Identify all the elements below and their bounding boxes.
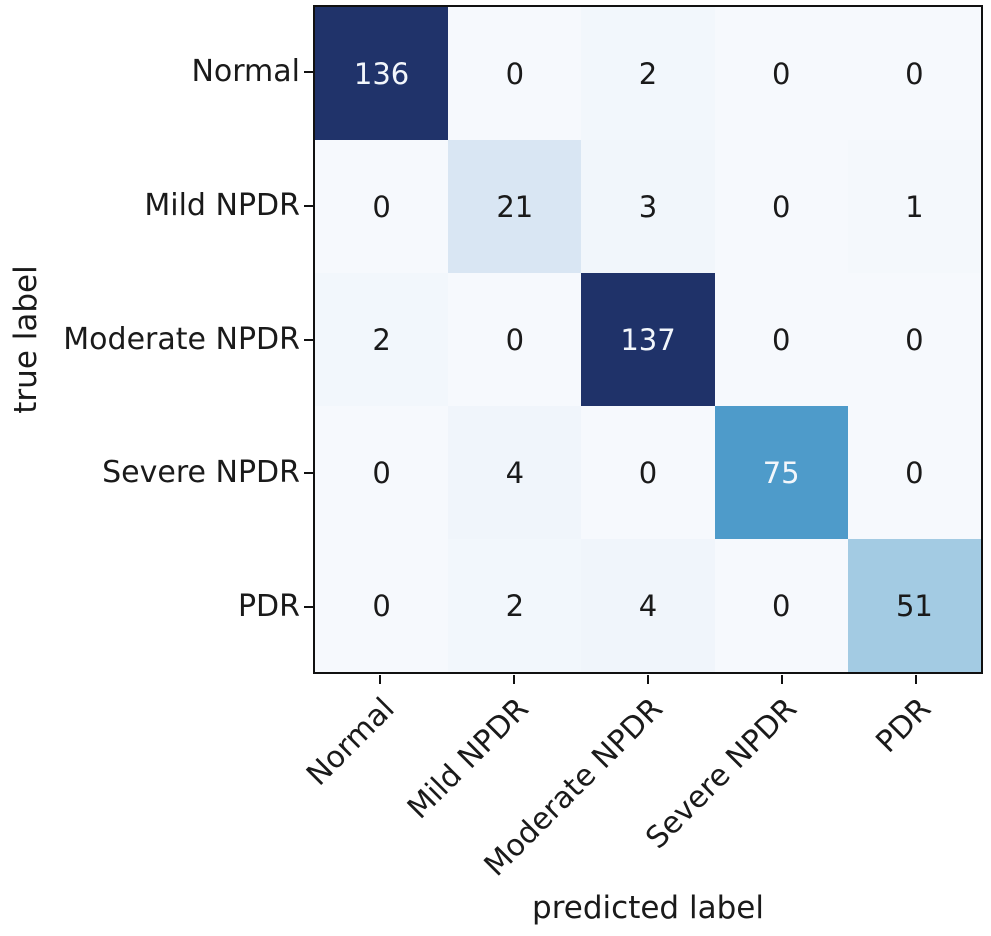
matrix-cell: 0 xyxy=(847,7,981,140)
matrix-cell: 2 xyxy=(581,7,715,140)
x-tick-mark xyxy=(379,675,381,684)
matrix-cell: 0 xyxy=(714,140,848,273)
matrix-cell: 0 xyxy=(847,406,981,539)
matrix-cell: 0 xyxy=(714,539,848,672)
matrix-cell: 0 xyxy=(448,273,582,406)
matrix-cell: 136 xyxy=(315,7,449,140)
y-tick-mark xyxy=(304,338,313,341)
matrix-cell: 3 xyxy=(581,140,715,273)
matrix-cell: 21 xyxy=(448,140,582,273)
y-tick-label: Normal xyxy=(191,53,300,89)
matrix-cell: 1 xyxy=(847,140,981,273)
matrix-cell: 0 xyxy=(847,273,981,406)
matrix-cell: 4 xyxy=(448,406,582,539)
x-tick-label: PDR xyxy=(869,691,939,760)
matrix-cell: 0 xyxy=(581,406,715,539)
x-axis-title: predicted label xyxy=(532,890,764,926)
matrix-cell: 75 xyxy=(714,406,848,539)
matrix-cell: 0 xyxy=(315,140,449,273)
matrix-cell: 2 xyxy=(448,539,582,672)
matrix-cell: 0 xyxy=(714,7,848,140)
y-tick-mark xyxy=(304,70,313,73)
x-tick-mark xyxy=(647,675,649,684)
x-tick-mark xyxy=(781,675,783,684)
matrix-cell: 0 xyxy=(315,406,449,539)
heatmap-plot-area: 136 0 2 0 0 0 21 3 0 1 2 0 137 0 0 0 4 0 75 0 0 2 4 0 51 xyxy=(313,5,983,674)
y-tick-label: Severe NPDR xyxy=(102,455,300,491)
x-tick-mark xyxy=(915,675,917,684)
y-tick-label: Moderate NPDR xyxy=(63,321,300,357)
matrix-cell: 51 xyxy=(847,539,981,672)
y-tick-label: Mild NPDR xyxy=(144,187,300,223)
matrix-cell: 137 xyxy=(581,273,715,406)
y-tick-mark xyxy=(304,606,313,609)
x-tick-label: Normal xyxy=(300,691,403,793)
matrix-cell: 4 xyxy=(581,539,715,672)
x-tick-mark xyxy=(513,675,515,684)
matrix-cell: 0 xyxy=(448,7,582,140)
matrix-cell: 0 xyxy=(714,273,848,406)
x-tick-label: Mild NPDR xyxy=(401,691,537,827)
matrix-cell: 2 xyxy=(315,273,449,406)
y-tick-mark xyxy=(304,472,313,475)
y-tick-mark xyxy=(304,204,313,207)
y-tick-label: PDR xyxy=(237,589,300,625)
matrix-cell: 0 xyxy=(315,539,449,672)
